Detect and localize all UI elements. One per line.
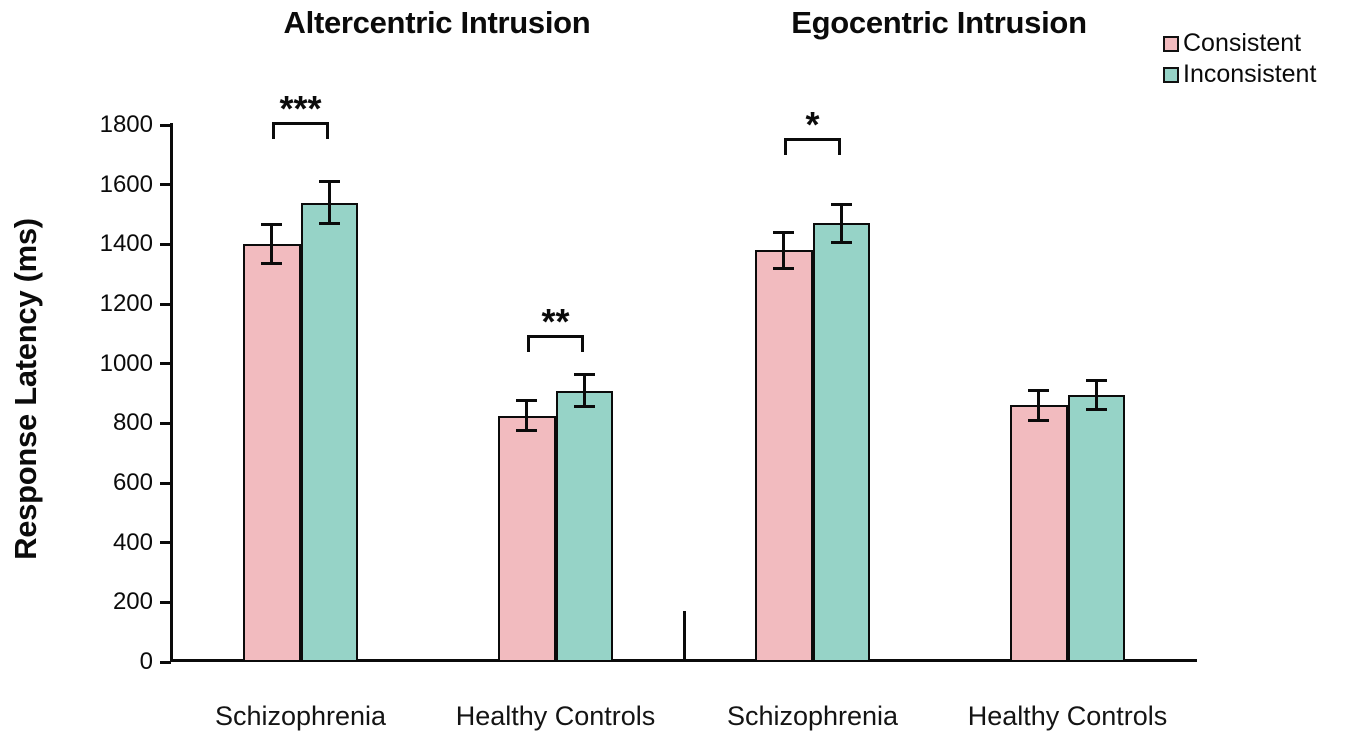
y-tick-label: 1000 [99, 349, 153, 377]
bar-inconsistent-schizophrenia [812, 223, 870, 662]
error-bar-cap-bottom [773, 266, 795, 270]
bar-consistent-healthy-controls [1010, 405, 1068, 662]
error-bar-line [1037, 390, 1041, 421]
y-tick-mark [160, 242, 171, 246]
y-tick-mark [160, 123, 171, 127]
y-tick-mark [160, 481, 171, 485]
error-bar-cap-top [318, 180, 340, 184]
y-tick-label: 1200 [99, 290, 153, 317]
y-tick-mark [160, 362, 171, 366]
error-bar-cap-bottom [318, 221, 340, 225]
error-bar-cap-top [830, 202, 852, 206]
error-bar-cap-top [516, 399, 538, 403]
legend-label-consistent: Consistent [1183, 29, 1302, 57]
y-tick-mark [160, 541, 171, 545]
significance-bracket [271, 122, 330, 139]
legend-item-inconsistent: Inconsistent [1163, 62, 1316, 87]
error-bar-cap-bottom [1085, 408, 1107, 412]
bar-consistent-schizophrenia [243, 244, 301, 662]
y-tick-label: 400 [112, 528, 153, 556]
error-bar-cap-top [1028, 389, 1050, 393]
y-tick-label: 1400 [99, 230, 153, 258]
error-bar-line [782, 232, 786, 269]
y-tick-mark [160, 421, 171, 425]
y-tick-mark [160, 660, 171, 664]
x-category-label: Healthy Controls [455, 701, 656, 731]
bar-inconsistent-healthy-controls [1067, 394, 1125, 662]
x-category-label: Schizophrenia [214, 701, 387, 731]
y-axis-line [170, 123, 173, 662]
significance-stars: * [805, 104, 820, 145]
error-bar-line [525, 400, 529, 431]
y-tick-mark [160, 302, 171, 306]
error-bar-cap-top [773, 230, 795, 234]
significance-bracket [526, 335, 585, 352]
y-tick-label: 200 [112, 588, 153, 616]
significance-stars: ** [541, 301, 570, 342]
y-tick-mark [160, 183, 171, 187]
error-bar-line [582, 374, 586, 407]
x-axis-line [170, 659, 1197, 662]
error-bar-line [1094, 380, 1098, 410]
error-bar-cap-top [261, 223, 283, 227]
x-category-label: Healthy Controls [967, 701, 1168, 731]
panel-title-altercentric: Altercentric Intrusion [283, 5, 591, 40]
y-tick-label: 600 [112, 469, 153, 496]
y-tick-label: 1800 [99, 111, 153, 138]
error-bar-cap-bottom [261, 262, 283, 266]
significance-stars: *** [279, 88, 322, 129]
bar-consistent-schizophrenia [755, 250, 813, 662]
error-bar-cap-top [1085, 378, 1107, 382]
legend-label-inconsistent: Inconsistent [1183, 60, 1317, 88]
y-tick-label: 0 [139, 648, 153, 675]
error-bar-cap-bottom [1028, 418, 1050, 422]
legend-swatch-consistent-icon [1163, 35, 1179, 52]
legend-item-consistent: Consistent [1163, 31, 1316, 56]
panel-title-egocentric: Egocentric Intrusion [791, 5, 1087, 40]
error-bar-line [327, 181, 331, 224]
error-bar-cap-bottom [516, 429, 538, 433]
error-bar-cap-bottom [573, 405, 595, 409]
bar-consistent-healthy-controls [498, 415, 556, 662]
error-bar-cap-top [573, 372, 595, 376]
error-bar-line [839, 204, 843, 243]
legend-swatch-inconsistent-icon [1163, 66, 1179, 83]
bar-inconsistent-schizophrenia [300, 202, 358, 662]
error-bar-cap-bottom [830, 241, 852, 245]
y-tick-label: 800 [112, 409, 153, 437]
y-tick-mark [160, 600, 171, 604]
error-bar-line [270, 224, 274, 264]
panel-divider-tick [683, 611, 686, 659]
legend: Consistent Inconsistent [1163, 31, 1316, 93]
y-tick-label: 1600 [99, 170, 153, 198]
x-category-label: Schizophrenia [726, 701, 899, 731]
bar-inconsistent-healthy-controls [555, 390, 613, 662]
significance-bracket [783, 138, 842, 155]
